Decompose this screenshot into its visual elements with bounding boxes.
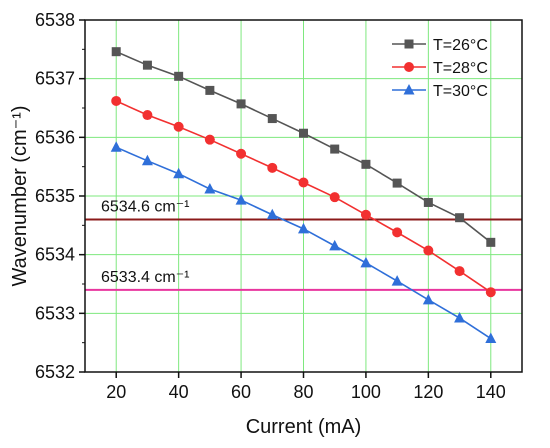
data-point (236, 99, 246, 109)
legend: T=26°C T=28°C T=30°C (392, 37, 488, 100)
data-point (267, 114, 277, 124)
series-layer (110, 47, 497, 344)
data-point (111, 47, 121, 57)
legend-label: T=26°C (433, 37, 488, 54)
data-point (173, 167, 185, 179)
data-point (360, 256, 372, 268)
data-point (141, 154, 153, 166)
legend-swatch-marker (404, 39, 414, 49)
data-point (392, 178, 402, 188)
y-axis-label: Wavenumber (cm⁻¹) (9, 106, 31, 287)
x-tick-label: 20 (106, 382, 126, 402)
data-point (142, 110, 153, 121)
y-tick-label: 6538 (35, 10, 75, 30)
data-point (110, 141, 122, 152)
data-point (485, 287, 496, 298)
y-tick-label: 6533 (35, 303, 75, 323)
data-point (235, 194, 247, 205)
x-tick-label: 40 (169, 382, 189, 402)
legend-swatch-marker (404, 62, 414, 72)
reference-line-label: 6534.6 cm⁻¹ (101, 198, 189, 215)
data-point (236, 148, 247, 159)
data-point (266, 208, 278, 220)
data-point (360, 209, 371, 220)
data-point (204, 134, 215, 145)
data-point (267, 162, 278, 173)
legend-swatch-marker (403, 84, 415, 95)
y-tick-label: 6535 (35, 186, 75, 206)
data-point (204, 182, 216, 194)
data-point (298, 222, 309, 234)
data-point (174, 71, 184, 81)
data-point (298, 177, 309, 188)
data-point (454, 312, 466, 323)
data-point (485, 332, 497, 344)
data-point (173, 121, 184, 132)
data-point (329, 239, 341, 251)
reference-line-label: 6533.4 cm⁻¹ (101, 269, 189, 286)
x-axis-label: Current (mA) (246, 416, 362, 438)
x-tick-label: 140 (476, 382, 506, 402)
series (110, 141, 497, 344)
data-point (205, 85, 215, 95)
y-tick-label: 6536 (35, 127, 75, 147)
x-tick-label: 80 (293, 382, 313, 402)
legend-label: T=30°C (433, 83, 488, 100)
data-point (142, 60, 152, 70)
series (111, 47, 496, 247)
data-point (391, 275, 403, 286)
x-tick-label: 120 (413, 382, 443, 402)
reference-lines: 6534.6 cm⁻¹ 6533.4 cm⁻¹ (85, 198, 522, 291)
data-point (454, 266, 465, 277)
data-point (486, 237, 496, 247)
data-point (329, 192, 340, 203)
data-point (299, 128, 308, 138)
data-point (330, 144, 340, 154)
data-point (423, 197, 433, 207)
data-point (455, 213, 465, 223)
x-tick-label: 60 (231, 382, 251, 402)
y-tick-label: 6532 (35, 362, 75, 382)
data-point (111, 95, 122, 106)
data-point (392, 227, 403, 238)
data-point (361, 159, 371, 169)
y-tick-label: 6534 (35, 245, 75, 265)
data-point (422, 293, 434, 305)
axis-ticks: 20 40 60 80 100 120 140 6532 6533 6534 6535 6536 653… (35, 10, 506, 402)
series (111, 95, 496, 298)
x-tick-label: 100 (351, 382, 381, 402)
legend-label: T=28°C (433, 60, 488, 77)
y-tick-label: 6537 (35, 69, 75, 89)
data-point (423, 245, 434, 256)
